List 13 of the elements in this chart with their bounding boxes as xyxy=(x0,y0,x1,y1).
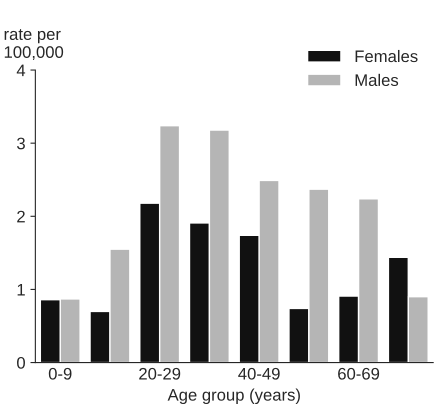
y-axis-title: rate per 100,000 xyxy=(4,29,64,60)
legend-label: Males xyxy=(356,74,398,86)
y-tick-label: 3 xyxy=(17,138,25,150)
x-tick-label: 20-29 xyxy=(139,368,180,380)
y-tick-label: 2 xyxy=(17,210,25,222)
y-tick-label: 4 xyxy=(16,64,26,76)
y-tick-label: 0 xyxy=(17,356,25,369)
x-tick-label: 0-9 xyxy=(48,368,72,380)
y-tick-label: 1 xyxy=(18,284,25,296)
x-tick-label: 40-49 xyxy=(238,368,280,380)
legend-label: Females xyxy=(356,50,418,62)
x-axis-title: Age group (years) xyxy=(168,388,300,404)
x-tick-label: 60-69 xyxy=(338,368,380,380)
